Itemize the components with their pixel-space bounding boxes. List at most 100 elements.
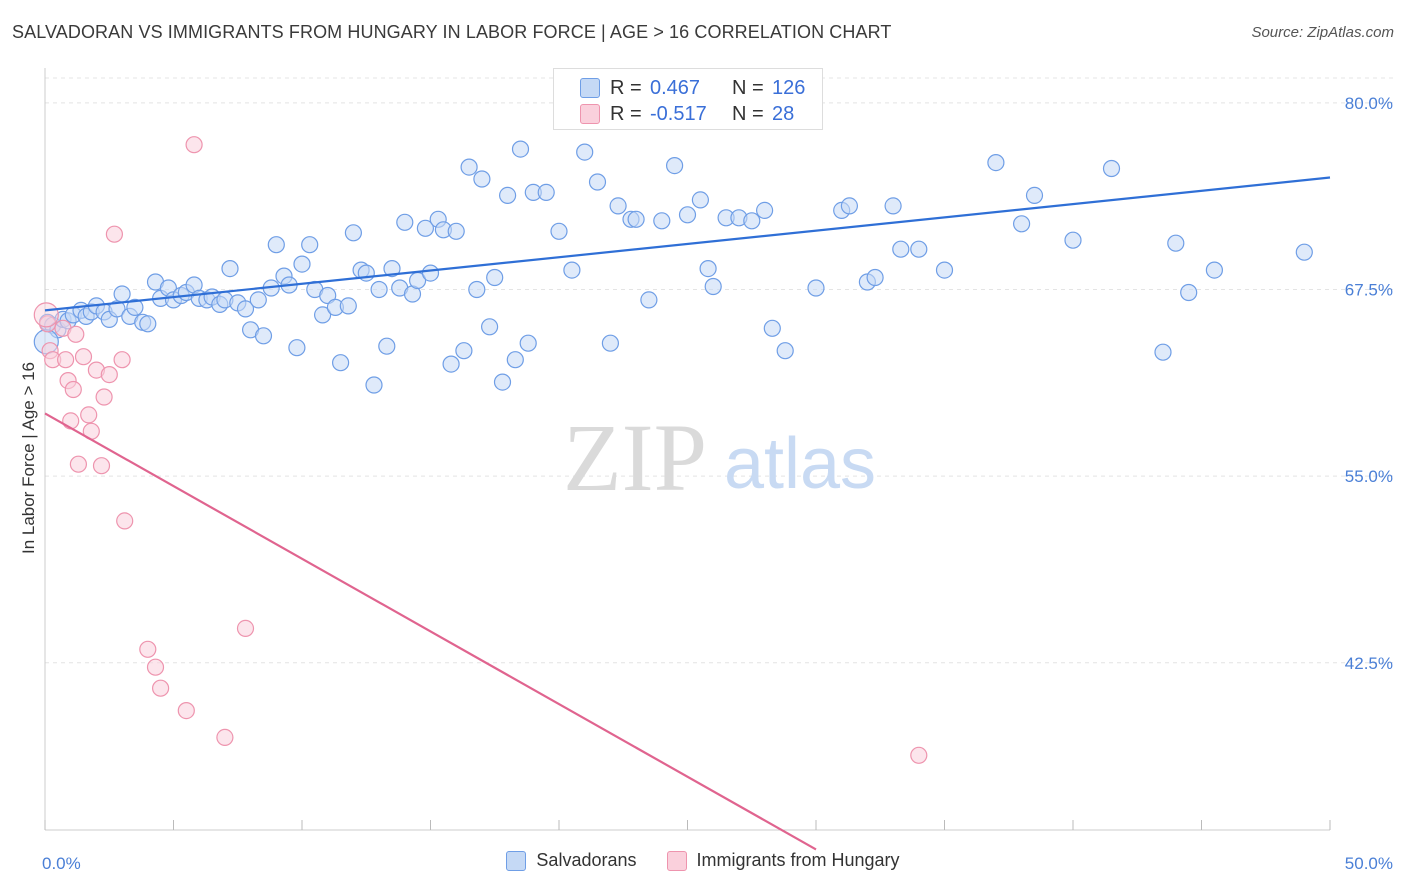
hungary-point-21 (146, 658, 165, 676)
salvadorans-point-117 (1205, 261, 1224, 279)
salvadorans-point-71 (486, 268, 504, 287)
hungary-point-0 (38, 315, 57, 333)
y-tick-label-3: 80.0% (1345, 94, 1393, 113)
salvadorans-point-75 (511, 140, 530, 158)
salvadorans-point-115 (1167, 234, 1185, 252)
salvadorans-point-15 (126, 298, 144, 316)
salvadorans-point-116 (1180, 283, 1198, 302)
salvadorans-point-69 (473, 170, 491, 188)
y-tick-label-0: 42.5% (1345, 654, 1393, 673)
x-tick-label-0: 0.0% (42, 854, 81, 873)
legend-label-hungary: Immigrants from Hungary (696, 850, 900, 870)
stats-row-salvadorans: R = 0.467 N = 126 (554, 75, 805, 101)
salvadorans-point-35 (254, 327, 273, 345)
salvadorans-point-66 (455, 342, 473, 360)
watermark-atlas: atlas (724, 424, 876, 504)
hungary-point-7 (64, 380, 82, 399)
source-credit: Source: ZipAtlas.com (1251, 24, 1394, 41)
salvadorans-point-90 (678, 206, 697, 224)
salvadorans-point-68 (468, 280, 486, 299)
salvadorans-point-107 (910, 240, 928, 258)
pink-swatch (580, 104, 600, 124)
blue-swatch (580, 78, 600, 98)
salvadorans-point-88 (653, 212, 671, 230)
salvadorans-point-41 (293, 255, 311, 273)
salvadorans-point-118 (1295, 243, 1313, 261)
hungary-point-15 (95, 388, 113, 406)
salvadorans-point-83 (601, 334, 620, 352)
salvadorans-point-67 (460, 158, 478, 176)
salvadorans-point-104 (866, 268, 884, 287)
n-label: N = (732, 76, 764, 99)
salvadorans-point-96 (743, 212, 761, 230)
hungary-point-8 (67, 325, 85, 343)
salvadorans-points (33, 140, 1313, 394)
n-label: N = (732, 102, 764, 125)
salvadorans-point-34 (249, 291, 267, 309)
salvadorans-point-112 (1064, 231, 1082, 249)
salvadorans-point-86 (627, 210, 645, 228)
salvadorans-point-91 (691, 191, 710, 209)
salvadorans-point-80 (563, 261, 581, 279)
hungary-point-11 (80, 406, 98, 424)
salvadorans-point-92 (699, 260, 717, 278)
salvadorans-point-93 (704, 277, 722, 296)
salvadorans-point-76 (519, 334, 537, 352)
hungary-trend-line (44, 412, 817, 851)
salvadorans-point-53 (370, 280, 388, 299)
salvadorans-point-102 (840, 197, 859, 215)
salvadorans-point-13 (113, 285, 131, 303)
hungary-point-9 (69, 455, 88, 473)
salvadorans-point-60 (416, 219, 434, 237)
chart-title: SALVADORAN VS IMMIGRANTS FROM HUNGARY IN… (12, 22, 892, 42)
salvadorans-point-65 (447, 222, 465, 240)
salvadorans-point-48 (339, 297, 357, 315)
y-tick-label-2: 67.5% (1345, 280, 1393, 299)
salvadorans-point-98 (763, 319, 781, 337)
salvadorans-point-37 (267, 236, 285, 254)
n-value-hungary: 28 (772, 102, 795, 125)
x-tick-label-1: 50.0% (1345, 854, 1393, 873)
salvadorans-point-109 (987, 154, 1005, 172)
hungary-cluster-point (33, 302, 59, 328)
salvadorans-point-47 (332, 354, 350, 372)
salvadorans-point-17 (139, 315, 157, 333)
legend-label-salvadorans: Salvadorans (536, 850, 637, 870)
salvadorans-point-110 (1012, 215, 1031, 233)
n-value-salvadorans: 126 (772, 76, 806, 99)
salvadorans-point-64 (442, 355, 460, 373)
salvadorans-point-89 (665, 157, 684, 175)
legend-swatch-pink (666, 850, 687, 871)
salvadorans-point-105 (884, 197, 902, 215)
salvadorans-point-74 (506, 351, 524, 369)
salvadorans-point-55 (383, 260, 401, 278)
series-legend: Salvadorans Immigrants from Hungary (0, 850, 1406, 871)
salvadorans-point-40 (288, 339, 306, 357)
hungary-point-23 (177, 701, 195, 720)
legend-item-salvadorans[interactable]: Salvadorans (506, 850, 637, 871)
y-tick-label-1: 55.0% (1345, 467, 1393, 486)
salvadorans-point-30 (221, 260, 239, 278)
salvadorans-point-57 (396, 213, 414, 231)
hungary-point-16 (100, 366, 118, 384)
salvadorans-point-99 (776, 342, 794, 360)
trend-lines (44, 176, 1331, 851)
legend-item-hungary[interactable]: Immigrants from Hungary (666, 850, 900, 871)
axes (44, 68, 1331, 831)
hungary-point-14 (92, 457, 111, 475)
salvadorans-point-106 (892, 240, 910, 258)
hungary-point-22 (152, 679, 170, 697)
r-value-salvadorans: 0.467 (650, 76, 701, 99)
salvadorans-point-87 (640, 291, 658, 309)
salvadorans-point-45 (319, 286, 337, 305)
axis-labels: 42.5% 55.0% 67.5% 80.0% 0.0% 50.0% In Labor Fo… (19, 94, 1393, 873)
salvadorans-point-82 (588, 173, 607, 191)
watermark-zip: ZIP (563, 404, 707, 511)
hungary-point-17 (105, 225, 124, 243)
salvadorans-point-79 (550, 222, 568, 240)
hungary-point-20 (139, 640, 157, 658)
salvadorans-point-100 (807, 279, 825, 297)
salvadorans-point-81 (576, 143, 594, 161)
salvadorans-point-61 (421, 264, 440, 282)
